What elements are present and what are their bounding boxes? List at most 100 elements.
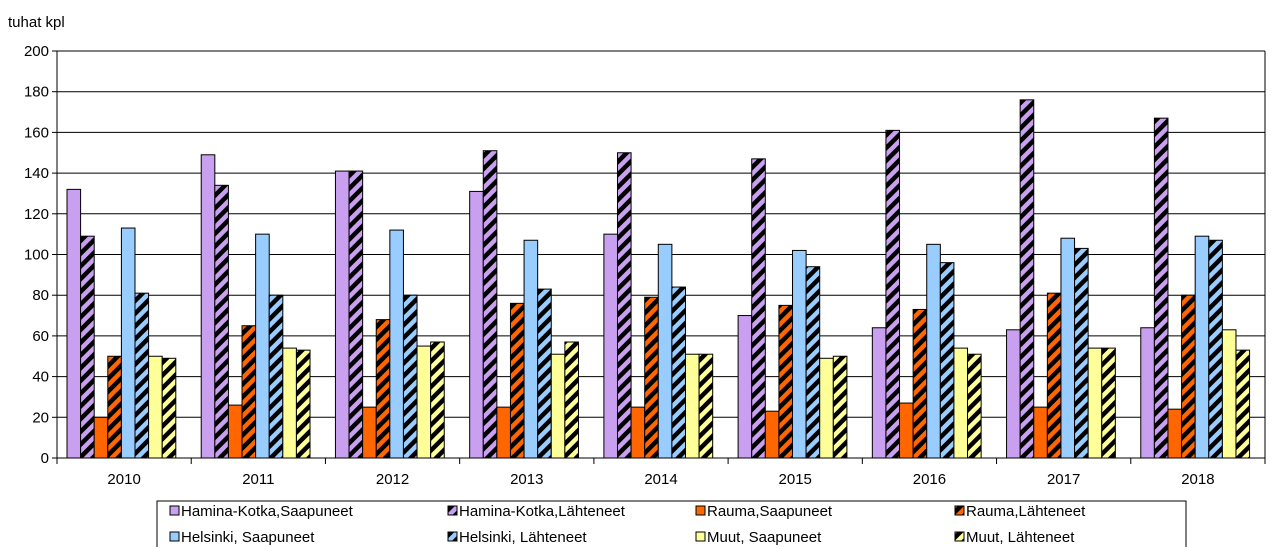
legend-label: Hamina-Kotka,Saapuneet <box>181 503 354 520</box>
bar <box>430 341 445 459</box>
bar <box>1101 347 1116 459</box>
bar <box>899 402 914 459</box>
bar <box>1019 99 1035 459</box>
bar <box>1181 294 1196 459</box>
bar <box>564 341 579 459</box>
bar <box>416 345 432 459</box>
x-tick-label: 2012 <box>376 471 409 488</box>
bar <box>348 170 364 459</box>
bar <box>1060 237 1076 459</box>
x-tick-label: 2018 <box>1181 471 1214 488</box>
y-tick-label: 20 <box>32 409 49 426</box>
legend-label: Muut, Lähteneet <box>966 529 1075 546</box>
bar <box>912 308 928 459</box>
bar <box>282 347 297 459</box>
legend-swatch <box>447 505 458 516</box>
legend-label: Rauma,Saapuneet <box>707 503 833 520</box>
bar <box>550 353 566 459</box>
bar <box>1033 406 1048 459</box>
bar <box>616 152 632 459</box>
axes <box>56 51 1266 459</box>
y-tick-label: 180 <box>24 84 49 101</box>
bar <box>805 266 821 459</box>
legend: Hamina-Kotka,Saapuneet Hamina-Kotka,Lähte… <box>156 500 1187 547</box>
bar <box>496 406 511 459</box>
bar <box>537 288 552 459</box>
x-tick-label: 2011 <box>242 471 274 488</box>
legend-box <box>156 500 1187 547</box>
bar <box>967 353 982 459</box>
legend-swatch <box>169 505 180 516</box>
bar <box>1235 349 1251 459</box>
bar <box>1046 292 1062 459</box>
bar <box>832 355 848 459</box>
y-tick-label: 100 <box>24 247 49 264</box>
bar <box>1167 408 1183 459</box>
bar <box>120 227 136 459</box>
x-tick-label: 2017 <box>1047 471 1080 488</box>
bar <box>66 188 82 459</box>
bar <box>671 286 686 459</box>
bar <box>295 349 311 459</box>
legend-swatch <box>447 531 458 542</box>
bar <box>751 158 766 459</box>
bar <box>885 129 901 459</box>
bar <box>482 150 498 459</box>
bar <box>241 325 257 459</box>
bar <box>926 243 941 459</box>
bar <box>953 347 969 459</box>
legend-swatch <box>954 505 965 516</box>
bar <box>778 304 794 459</box>
legend-swatch <box>695 531 706 542</box>
y-tick-label: 0 <box>41 450 49 467</box>
y-tick-label: 40 <box>32 369 49 386</box>
legend-label: Helsinki, Lähteneet <box>459 529 587 546</box>
bar <box>214 184 229 459</box>
y-axis-title: tuhat kpl <box>8 14 65 31</box>
bar <box>764 410 780 459</box>
y-tick-label: 120 <box>24 206 49 223</box>
bar <box>161 357 177 459</box>
bar <box>657 243 673 459</box>
bar <box>227 404 243 459</box>
legend-swatch <box>695 505 706 516</box>
bar <box>792 249 807 459</box>
bar <box>107 355 122 459</box>
bar <box>255 233 270 459</box>
bar <box>871 327 887 459</box>
bar <box>939 262 955 459</box>
bar <box>134 292 150 459</box>
bar <box>644 296 659 459</box>
x-axis-ticks: 2010 2011 2012 2013 2014 2015 2016 2017 2018 <box>56 458 1266 488</box>
y-tick-label: 60 <box>32 328 49 345</box>
bar <box>1221 329 1237 459</box>
bar <box>469 190 484 459</box>
bar <box>603 233 618 459</box>
bars <box>66 99 1251 459</box>
bar <box>819 357 834 459</box>
legend-label: Helsinki, Saapuneet <box>181 529 315 546</box>
bar <box>402 294 418 459</box>
bar <box>93 416 109 459</box>
x-tick-label: 2016 <box>913 471 946 488</box>
x-tick-label: 2015 <box>779 471 812 488</box>
bar <box>1153 117 1169 459</box>
y-tick-label: 140 <box>24 165 49 182</box>
bar <box>698 353 714 459</box>
legend-label: Rauma,Lähteneet <box>966 503 1086 520</box>
x-tick-label: 2013 <box>510 471 543 488</box>
bar <box>1074 247 1089 459</box>
y-tick-label: 80 <box>32 287 49 304</box>
y-tick-label: 200 <box>24 43 49 60</box>
bar <box>362 406 377 459</box>
bar <box>1208 239 1223 459</box>
y-axis-ticks: 0 20 40 60 80 100 120 140 160 180 200 <box>24 43 57 467</box>
legend-label: Hamina-Kotka,Lähteneet <box>459 503 626 520</box>
bar <box>737 315 753 459</box>
bar <box>148 355 163 459</box>
bar <box>1006 329 1021 459</box>
bar <box>375 319 391 459</box>
x-tick-label: 2014 <box>644 471 677 488</box>
bar <box>509 302 525 459</box>
